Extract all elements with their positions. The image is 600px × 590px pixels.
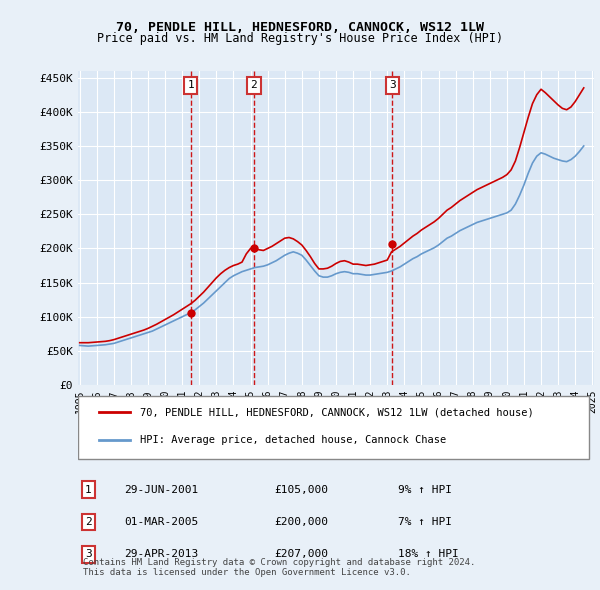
- Text: 7% ↑ HPI: 7% ↑ HPI: [398, 517, 452, 527]
- Text: £105,000: £105,000: [274, 484, 328, 494]
- Text: Contains HM Land Registry data © Crown copyright and database right 2024.
This d: Contains HM Land Registry data © Crown c…: [83, 558, 476, 577]
- Text: £200,000: £200,000: [274, 517, 328, 527]
- Text: 29-JUN-2001: 29-JUN-2001: [124, 484, 199, 494]
- FancyBboxPatch shape: [78, 396, 589, 459]
- Text: 2: 2: [251, 80, 257, 90]
- Text: 70, PENDLE HILL, HEDNESFORD, CANNOCK, WS12 1LW: 70, PENDLE HILL, HEDNESFORD, CANNOCK, WS…: [116, 21, 484, 34]
- Text: Price paid vs. HM Land Registry's House Price Index (HPI): Price paid vs. HM Land Registry's House …: [97, 32, 503, 45]
- Text: 3: 3: [85, 549, 92, 559]
- Text: 01-MAR-2005: 01-MAR-2005: [124, 517, 199, 527]
- Text: £207,000: £207,000: [274, 549, 328, 559]
- Text: 2: 2: [85, 517, 92, 527]
- Text: 18% ↑ HPI: 18% ↑ HPI: [398, 549, 458, 559]
- Text: 3: 3: [389, 80, 396, 90]
- Text: 1: 1: [187, 80, 194, 90]
- Text: HPI: Average price, detached house, Cannock Chase: HPI: Average price, detached house, Cann…: [140, 435, 446, 445]
- Text: 29-APR-2013: 29-APR-2013: [124, 549, 199, 559]
- Text: 9% ↑ HPI: 9% ↑ HPI: [398, 484, 452, 494]
- Text: 1: 1: [85, 484, 92, 494]
- Text: 70, PENDLE HILL, HEDNESFORD, CANNOCK, WS12 1LW (detached house): 70, PENDLE HILL, HEDNESFORD, CANNOCK, WS…: [140, 408, 533, 418]
